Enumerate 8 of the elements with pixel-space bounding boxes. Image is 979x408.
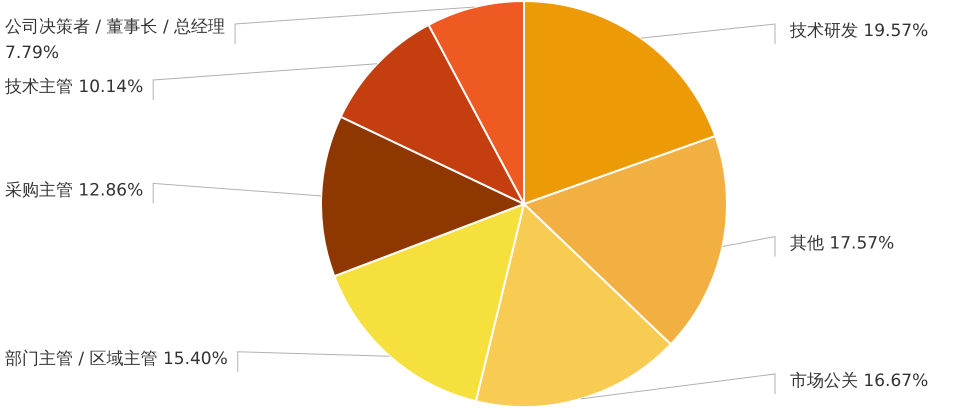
slice-label: 其他 17.57%	[790, 234, 894, 254]
data-label: 7.79%	[5, 43, 60, 63]
slice-label: 技术研发 19.57%	[789, 21, 928, 41]
slice-label: 采购主管 12.86%	[5, 180, 144, 200]
slice-label: 部门主管 / 区域主管 15.40%	[5, 348, 228, 369]
slice-label: 公司决策者 / 董事长 / 总经理	[5, 17, 226, 37]
slice-label: 技术主管 10.14%	[4, 77, 144, 97]
slice-label: 市场公关 16.67%	[790, 371, 928, 391]
